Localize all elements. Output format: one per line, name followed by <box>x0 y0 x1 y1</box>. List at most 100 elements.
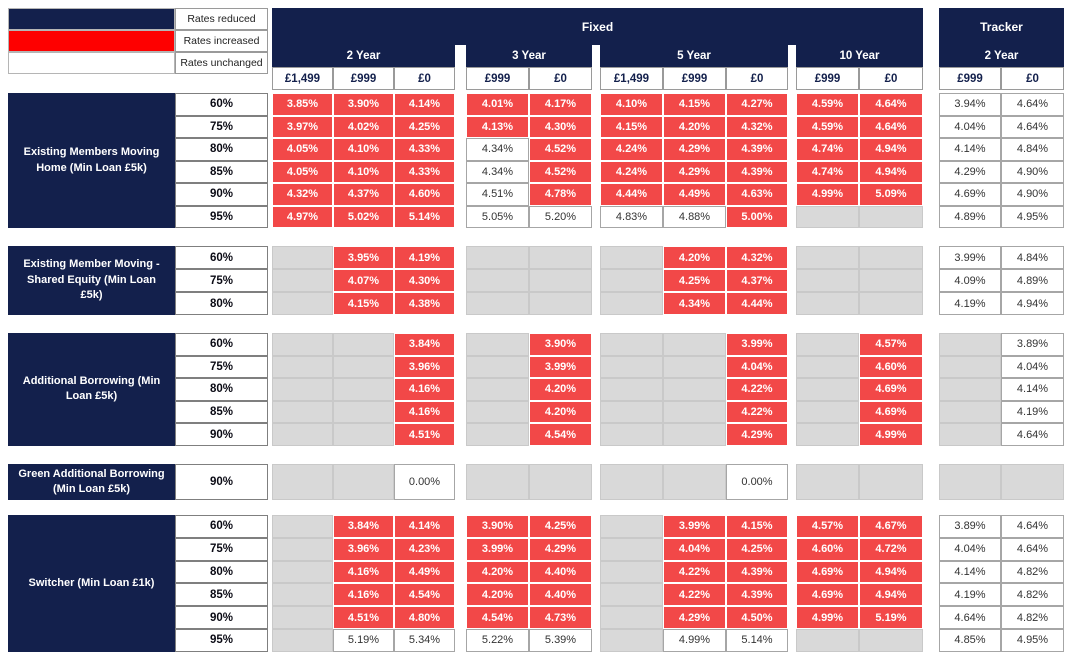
rate-cell: 4.29% <box>529 537 592 561</box>
ltv-cell: 75% <box>175 269 268 292</box>
rate-cell: 4.51% <box>466 183 529 206</box>
rate-table-body: Existing Members Moving Home (Min Loan £… <box>8 93 1069 652</box>
rate-cell: 3.99% <box>466 537 529 561</box>
legend-label-unchanged: Rates unchanged <box>175 52 268 74</box>
rate-cell: 3.84% <box>333 514 394 538</box>
rate-cell: 5.34% <box>394 628 455 652</box>
product-group-band: Additional Borrowing (Min Loan £5k) 60% 3.… <box>8 333 1069 446</box>
rate-cell: 4.54% <box>529 423 592 446</box>
ltv-cell: 90% <box>175 463 268 500</box>
legend-swatch-unchanged-icon <box>8 52 175 74</box>
rate-cell: 4.64% <box>1001 537 1064 561</box>
rate-cell: 4.15% <box>663 93 726 116</box>
rate-cell: 4.89% <box>939 205 1001 228</box>
rate-cell: 4.67% <box>859 514 923 538</box>
rate-cell: 4.20% <box>466 583 529 607</box>
rate-cell: 4.20% <box>529 400 592 424</box>
year-header: 10 Year <box>796 45 923 67</box>
rate-cell-empty <box>333 423 394 446</box>
rate-cell: 4.39% <box>726 560 788 584</box>
rate-cell-empty <box>600 583 663 607</box>
rate-cell-empty <box>600 537 663 561</box>
rate-cell-empty <box>272 537 333 561</box>
rate-cell-empty <box>600 355 663 379</box>
rate-cell-empty <box>600 606 663 629</box>
rate-cell: 4.64% <box>939 606 1001 629</box>
rate-cell-empty <box>272 423 333 446</box>
rate-cell: 4.32% <box>726 246 788 269</box>
rate-cell: 4.25% <box>394 115 455 138</box>
rate-cell-empty <box>466 463 529 500</box>
rate-cell: 4.64% <box>1001 514 1064 538</box>
rate-cell-empty <box>466 246 529 269</box>
rate-cell: 4.83% <box>600 205 663 228</box>
rate-cell: 4.94% <box>859 138 923 161</box>
rate-cell: 0.00% <box>394 463 455 500</box>
ltv-cell: 75% <box>175 537 268 561</box>
rate-cell: 4.30% <box>394 269 455 292</box>
fee-header: £999 <box>663 67 726 90</box>
rate-cell: 4.74% <box>796 160 859 183</box>
rate-cell-empty <box>272 560 333 584</box>
rate-cell: 4.14% <box>939 138 1001 161</box>
rate-cell: 4.25% <box>529 514 592 538</box>
rate-cell-empty <box>466 423 529 446</box>
rate-cell: 4.37% <box>726 269 788 292</box>
rate-cell: 3.90% <box>529 333 592 356</box>
rate-cell-empty <box>796 378 859 401</box>
rate-cell: 3.97% <box>272 115 333 138</box>
rate-cell: 4.29% <box>663 160 726 183</box>
rate-cell: 3.90% <box>333 93 394 116</box>
rate-cell: 4.40% <box>529 583 592 607</box>
rate-cell: 4.49% <box>394 560 455 584</box>
rate-cell: 4.82% <box>1001 606 1064 629</box>
ltv-cell: 85% <box>175 400 268 424</box>
rate-cell: 4.34% <box>466 138 529 161</box>
rate-cell: 5.39% <box>529 628 592 652</box>
rate-cell: 4.05% <box>272 138 333 161</box>
legend-row-unchanged: Rates unchanged <box>8 52 268 74</box>
rate-cell: 4.59% <box>796 93 859 116</box>
rate-cell-empty <box>663 463 726 500</box>
rate-cell-empty <box>600 333 663 356</box>
rate-cell: 4.90% <box>1001 183 1064 206</box>
rate-cell: 4.32% <box>272 183 333 206</box>
rate-cell: 5.05% <box>466 205 529 228</box>
rate-cell: 4.69% <box>796 583 859 607</box>
rate-cell-empty <box>333 378 394 401</box>
rate-cell-empty <box>600 423 663 446</box>
rate-cell-empty <box>939 333 1001 356</box>
rate-cell-empty <box>333 355 394 379</box>
rate-cell: 3.99% <box>726 333 788 356</box>
rate-cell-empty <box>272 463 333 500</box>
rate-cell-empty <box>272 514 333 538</box>
group-label: Existing Member Moving - Shared Equity (… <box>8 246 175 315</box>
product-group-band: Existing Member Moving - Shared Equity (… <box>8 246 1069 315</box>
rate-cell: 4.51% <box>394 423 455 446</box>
rate-cell: 4.30% <box>529 115 592 138</box>
rate-cell: 4.82% <box>1001 583 1064 607</box>
rate-cell: 4.50% <box>726 606 788 629</box>
rate-cell: 4.39% <box>726 583 788 607</box>
rate-cell: 4.64% <box>1001 115 1064 138</box>
rate-cell: 4.44% <box>726 292 788 315</box>
rate-cell-empty <box>272 378 333 401</box>
rate-cell: 4.10% <box>333 138 394 161</box>
ltv-cell: 90% <box>175 423 268 446</box>
rate-cell: 4.74% <box>796 138 859 161</box>
rate-cell: 4.17% <box>529 93 592 116</box>
rate-cell: 4.69% <box>859 400 923 424</box>
rate-cell: 4.29% <box>939 160 1001 183</box>
year-header: 3 Year <box>466 45 592 67</box>
rate-cell: 3.99% <box>939 246 1001 269</box>
ltv-cell: 75% <box>175 355 268 379</box>
rate-cell-empty <box>272 400 333 424</box>
rate-cell: 4.20% <box>466 560 529 584</box>
rate-cell-empty <box>796 205 859 228</box>
fee-header: £999 <box>333 67 394 90</box>
rate-cell: 4.57% <box>796 514 859 538</box>
ltv-cell: 80% <box>175 378 268 401</box>
fee-header: £0 <box>1001 67 1064 90</box>
rate-cell: 4.64% <box>859 115 923 138</box>
